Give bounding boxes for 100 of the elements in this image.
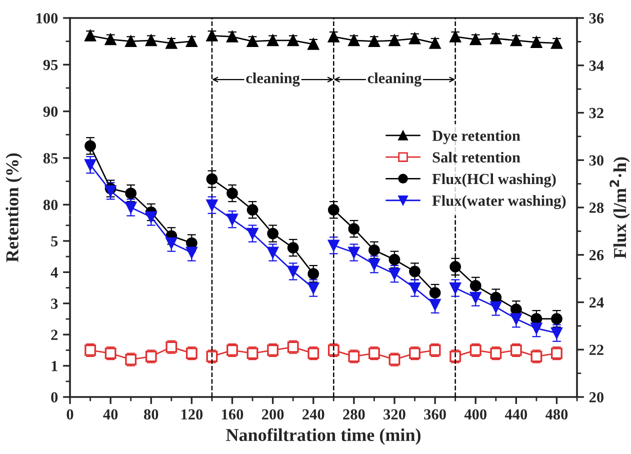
point: [409, 266, 420, 278]
point: [267, 246, 278, 258]
point: [348, 246, 360, 258]
point: [104, 185, 116, 197]
point: [388, 268, 400, 280]
point: [267, 34, 278, 46]
point: [287, 266, 299, 278]
x-axis-title: Nanofiltration time (min): [226, 428, 420, 445]
point: [368, 258, 380, 270]
point: [206, 30, 218, 42]
point: [450, 261, 462, 272]
y-axis-title: Retention (%): [6, 153, 22, 262]
point: [246, 228, 258, 240]
point: [368, 36, 380, 48]
point: [470, 34, 482, 46]
point: [490, 301, 502, 313]
y-tick-label: 5: [51, 236, 58, 246]
point: [246, 204, 258, 216]
point: [166, 38, 178, 49]
point: [246, 36, 258, 48]
y-tick-label: 85: [43, 153, 58, 164]
point: [450, 282, 462, 294]
point: [490, 32, 502, 44]
point: [226, 214, 238, 226]
x-tick-label: 400: [464, 409, 486, 420]
point: [348, 223, 360, 235]
point: [470, 292, 482, 304]
x-tick-label: 200: [262, 409, 284, 420]
y-tick-label: 0: [51, 392, 58, 402]
x-tick-label: 360: [424, 409, 446, 420]
y-tick-label: 3: [51, 298, 58, 309]
y2-tick-label: 34: [589, 60, 604, 71]
point: [226, 188, 238, 199]
x-tick-label: 80: [144, 409, 158, 420]
point: [104, 34, 116, 46]
y2-tick-label: 36: [589, 13, 604, 24]
point: [226, 30, 238, 42]
point: [125, 202, 137, 214]
y-tick-label: 80: [43, 200, 58, 210]
point: [206, 199, 218, 211]
x-tick-label: 120: [181, 409, 203, 420]
point: [388, 34, 400, 46]
x-tick-label: 280: [343, 409, 365, 420]
point: [348, 34, 360, 46]
point: [186, 36, 198, 48]
point: [267, 228, 278, 240]
x-tick-label: 440: [504, 409, 528, 420]
x-tick-label: 480: [545, 409, 568, 420]
point: [328, 204, 340, 216]
point: [409, 282, 420, 294]
y-tick-label: 1: [52, 361, 58, 372]
x-tick-label: 0: [66, 409, 74, 420]
y-tick-label: 2: [51, 330, 58, 340]
point: [186, 246, 198, 258]
point: [551, 327, 562, 339]
point: [287, 34, 299, 46]
point: [287, 242, 299, 254]
point: [530, 36, 542, 48]
point: [551, 38, 562, 49]
point: [388, 254, 400, 266]
point: [530, 322, 542, 334]
y2-tick-label: 22: [589, 344, 604, 355]
y2-tick-label: 30: [589, 155, 604, 166]
x-tick-label: 240: [302, 409, 324, 420]
y2-tick-label: 20: [589, 392, 604, 402]
point: [551, 313, 562, 325]
legend-label: Flux(HCl washing): [432, 173, 556, 188]
point: [308, 268, 320, 280]
point: [166, 237, 178, 249]
point: [470, 280, 482, 292]
point: [429, 287, 441, 298]
point: [145, 34, 157, 46]
point: [429, 298, 441, 310]
point: [429, 38, 441, 49]
y2-tick-label: 32: [589, 108, 604, 118]
y-tick-label: 100: [36, 13, 58, 24]
point: [125, 36, 137, 48]
point: [450, 30, 462, 42]
y2-tick-label: 28: [589, 202, 604, 213]
y2-tick-label: 26: [589, 250, 604, 260]
legend-label: Salt retention: [432, 152, 520, 163]
x-tick-label: 40: [103, 409, 118, 420]
annotation: cleaning: [246, 72, 300, 87]
point: [368, 244, 380, 256]
point: [206, 173, 218, 185]
legend-label: Flux(water washing): [432, 195, 566, 210]
y2-axis-title: Flux (l/m$^{2}$·h): [610, 157, 630, 258]
point: [84, 159, 96, 171]
point: [308, 282, 320, 294]
point: [84, 140, 96, 152]
annotation: cleaning: [368, 72, 422, 87]
point: [510, 313, 522, 325]
x-tick-label: 320: [384, 409, 406, 420]
y2-tick-label: 24: [589, 297, 604, 308]
y-tick-label: 4: [50, 267, 58, 278]
y-tick-label: 90: [43, 106, 58, 117]
point: [328, 30, 340, 42]
x-tick-label: 160: [222, 409, 244, 420]
legend-label: Dye retention: [432, 130, 520, 144]
point: [328, 240, 340, 252]
